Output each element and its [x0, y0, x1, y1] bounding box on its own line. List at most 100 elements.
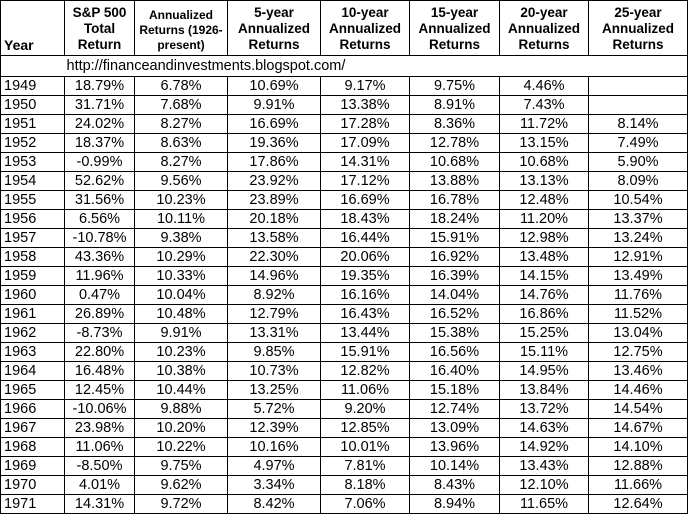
- cell-5-year: 8.92%: [227, 285, 321, 305]
- cell-15-year: 16.40%: [409, 361, 500, 381]
- cell-10-year: 16.16%: [320, 285, 410, 305]
- cell-year: 1954: [0, 171, 65, 191]
- cell-annualized-since-1926: 9.62%: [134, 475, 228, 495]
- cell-25-year: 13.04%: [588, 323, 688, 343]
- cell-5-year: 12.39%: [227, 418, 321, 438]
- header-25-year: 25-year Annualized Returns: [588, 0, 688, 56]
- cell-annualized-since-1926: 10.33%: [134, 266, 228, 286]
- cell-10-year: 13.38%: [320, 95, 410, 115]
- cell-total-return: 6.56%: [64, 209, 135, 229]
- cell-annualized-since-1926: 10.23%: [134, 342, 228, 362]
- cell-annualized-since-1926: 9.88%: [134, 399, 228, 419]
- cell-year: 1962: [0, 323, 65, 343]
- cell-10-year: 14.31%: [320, 152, 410, 172]
- table-row: 1949 18.79% 6.78% 10.69% 9.17% 9.75% 4.46%: [0, 76, 688, 96]
- cell-total-return: 52.62%: [64, 171, 135, 191]
- cell-total-return: 43.36%: [64, 247, 135, 267]
- cell-5-year: 8.42%: [227, 494, 321, 514]
- cell-year: 1950: [0, 95, 65, 115]
- cell-annualized-since-1926: 10.48%: [134, 304, 228, 324]
- cell-25-year: 11.52%: [588, 304, 688, 324]
- cell-total-return: 16.48%: [64, 361, 135, 381]
- cell-25-year: 13.46%: [588, 361, 688, 381]
- cell-total-return: 22.80%: [64, 342, 135, 362]
- cell-annualized-since-1926: 8.27%: [134, 152, 228, 172]
- table-row: 1950 31.71% 7.68% 9.91% 13.38% 8.91% 7.43%: [0, 95, 688, 115]
- cell-15-year: 15.91%: [409, 228, 500, 248]
- cell-15-year: 8.94%: [409, 494, 500, 514]
- cell-annualized-since-1926: 10.22%: [134, 437, 228, 457]
- table-row: 1959 11.96% 10.33% 14.96% 19.35% 16.39% 14.15%…: [0, 266, 688, 286]
- cell-5-year: 13.31%: [227, 323, 321, 343]
- cell-10-year: 7.81%: [320, 456, 410, 476]
- cell-5-year: 13.25%: [227, 380, 321, 400]
- header-5-year: 5-year Annualized Returns: [227, 0, 321, 56]
- cell-5-year: 9.85%: [227, 342, 321, 362]
- cell-25-year: 13.24%: [588, 228, 688, 248]
- cell-5-year: 4.97%: [227, 456, 321, 476]
- cell-year: 1965: [0, 380, 65, 400]
- cell-20-year: 14.76%: [499, 285, 589, 305]
- cell-15-year: 9.75%: [409, 76, 500, 96]
- cell-annualized-since-1926: 9.38%: [134, 228, 228, 248]
- cell-10-year: 13.44%: [320, 323, 410, 343]
- table-row: 1958 43.36% 10.29% 22.30% 20.06% 16.92% 13.48%…: [0, 247, 688, 267]
- source-url[interactable]: http://financeandinvestments.blogspot.co…: [64, 55, 589, 77]
- table-row: 1960 0.47% 10.04% 8.92% 16.16% 14.04% 14.76% 11…: [0, 285, 688, 305]
- table-row: 1954 52.62% 9.56% 23.92% 17.12% 13.88% 13.13% 8…: [0, 171, 688, 191]
- cell-20-year: 11.20%: [499, 209, 589, 229]
- cell-10-year: 16.43%: [320, 304, 410, 324]
- cell-25-year: 11.76%: [588, 285, 688, 305]
- cell-5-year: 19.36%: [227, 133, 321, 153]
- table-row: 1953 -0.99% 8.27% 17.86% 14.31% 10.68% 10.68% 5…: [0, 152, 688, 172]
- cell-25-year: 14.67%: [588, 418, 688, 438]
- cell-annualized-since-1926: 9.75%: [134, 456, 228, 476]
- cell-year: 1959: [0, 266, 65, 286]
- cell-annualized-since-1926: 10.20%: [134, 418, 228, 438]
- cell-10-year: 18.43%: [320, 209, 410, 229]
- cell-20-year: 13.48%: [499, 247, 589, 267]
- cell-year: 1971: [0, 494, 65, 514]
- cell-annualized-since-1926: 10.23%: [134, 190, 228, 210]
- cell-20-year: 13.84%: [499, 380, 589, 400]
- cell-20-year: 10.68%: [499, 152, 589, 172]
- cell-10-year: 9.20%: [320, 399, 410, 419]
- cell-10-year: 19.35%: [320, 266, 410, 286]
- cell-15-year: 15.38%: [409, 323, 500, 343]
- cell-year: 1958: [0, 247, 65, 267]
- cell-10-year: 8.18%: [320, 475, 410, 495]
- cell-5-year: 23.92%: [227, 171, 321, 191]
- cell-5-year: 17.86%: [227, 152, 321, 172]
- cell-25-year: 12.75%: [588, 342, 688, 362]
- table-row: 1964 16.48% 10.38% 10.73% 12.82% 16.40% 14.95%…: [0, 361, 688, 381]
- cell-year: 1949: [0, 76, 65, 96]
- cell-year: 1970: [0, 475, 65, 495]
- cell-total-return: 4.01%: [64, 475, 135, 495]
- cell-25-year: 12.64%: [588, 494, 688, 514]
- cell-total-return: -10.06%: [64, 399, 135, 419]
- cell-total-return: -10.78%: [64, 228, 135, 248]
- table-row: 1971 14.31% 9.72% 8.42% 7.06% 8.94% 11.65% 12.6…: [0, 494, 688, 514]
- table-row: 1970 4.01% 9.62% 3.34% 8.18% 8.43% 12.10% 11.66…: [0, 475, 688, 495]
- cell-25-year: 14.10%: [588, 437, 688, 457]
- cell-annualized-since-1926: 8.27%: [134, 114, 228, 134]
- cell-20-year: 14.15%: [499, 266, 589, 286]
- cell-20-year: 13.72%: [499, 399, 589, 419]
- cell-total-return: 18.79%: [64, 76, 135, 96]
- header-year: Year: [0, 0, 65, 56]
- cell-annualized-since-1926: 10.44%: [134, 380, 228, 400]
- cell-15-year: 16.52%: [409, 304, 500, 324]
- cell-annualized-since-1926: 10.04%: [134, 285, 228, 305]
- cell-year: 1961: [0, 304, 65, 324]
- cell-15-year: 15.18%: [409, 380, 500, 400]
- cell-25-year: [588, 95, 688, 115]
- cell-15-year: 16.56%: [409, 342, 500, 362]
- cell-20-year: 14.63%: [499, 418, 589, 438]
- cell-year: 1957: [0, 228, 65, 248]
- cell-25-year: 12.88%: [588, 456, 688, 476]
- cell-10-year: 7.06%: [320, 494, 410, 514]
- cell-15-year: 10.68%: [409, 152, 500, 172]
- cell-15-year: 14.04%: [409, 285, 500, 305]
- cell-5-year: 16.69%: [227, 114, 321, 134]
